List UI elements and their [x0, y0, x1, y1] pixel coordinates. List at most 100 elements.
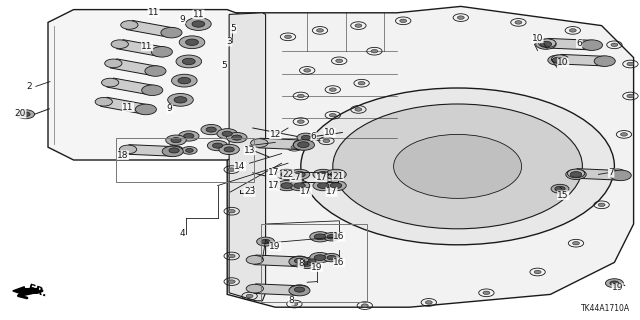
Circle shape	[298, 260, 316, 268]
Circle shape	[317, 183, 329, 188]
Circle shape	[228, 254, 235, 258]
Circle shape	[261, 239, 270, 244]
Circle shape	[598, 203, 605, 206]
Circle shape	[171, 138, 181, 143]
Circle shape	[162, 146, 183, 157]
Circle shape	[570, 29, 576, 32]
Circle shape	[228, 280, 235, 283]
Text: 19: 19	[311, 263, 323, 272]
Circle shape	[179, 131, 199, 141]
Circle shape	[186, 39, 198, 45]
Text: 14: 14	[234, 162, 246, 171]
Circle shape	[294, 287, 305, 292]
Circle shape	[121, 21, 138, 29]
Circle shape	[611, 43, 618, 46]
Circle shape	[276, 169, 297, 180]
Text: 10: 10	[324, 128, 335, 137]
Circle shape	[192, 21, 205, 27]
Circle shape	[21, 112, 30, 116]
Text: 7: 7	[609, 168, 614, 177]
Text: 2: 2	[26, 82, 31, 91]
Polygon shape	[107, 78, 156, 95]
Polygon shape	[116, 40, 165, 56]
Text: 4: 4	[180, 229, 185, 238]
Circle shape	[291, 302, 298, 306]
Circle shape	[627, 62, 634, 66]
Circle shape	[313, 169, 333, 180]
Circle shape	[135, 104, 156, 115]
Polygon shape	[127, 145, 173, 156]
Circle shape	[228, 168, 235, 171]
Circle shape	[290, 285, 309, 294]
Circle shape	[614, 171, 621, 174]
Polygon shape	[126, 20, 175, 37]
Circle shape	[290, 256, 309, 266]
Circle shape	[251, 139, 268, 147]
Circle shape	[227, 132, 247, 143]
Circle shape	[294, 258, 305, 263]
Circle shape	[426, 301, 432, 304]
Text: 17: 17	[326, 188, 337, 196]
Circle shape	[291, 146, 298, 149]
Text: 11: 11	[148, 8, 159, 17]
Circle shape	[174, 97, 187, 103]
Circle shape	[326, 169, 346, 180]
Circle shape	[178, 77, 191, 84]
Circle shape	[539, 39, 556, 47]
Circle shape	[566, 169, 586, 180]
Circle shape	[298, 120, 304, 123]
Circle shape	[164, 146, 184, 155]
Circle shape	[206, 127, 216, 132]
Circle shape	[400, 19, 406, 22]
Circle shape	[289, 169, 310, 180]
Circle shape	[217, 129, 237, 139]
Circle shape	[355, 24, 362, 27]
Circle shape	[371, 50, 378, 53]
Circle shape	[394, 134, 522, 198]
Text: 10: 10	[557, 58, 569, 67]
Circle shape	[323, 253, 340, 262]
Text: 16: 16	[333, 258, 345, 267]
Circle shape	[610, 281, 619, 285]
Text: 23: 23	[244, 188, 255, 196]
Circle shape	[551, 184, 569, 193]
Circle shape	[166, 135, 186, 145]
Circle shape	[201, 124, 221, 135]
Circle shape	[327, 235, 336, 239]
Circle shape	[314, 255, 326, 260]
Circle shape	[289, 285, 310, 296]
Polygon shape	[100, 97, 149, 114]
Circle shape	[570, 172, 582, 177]
Circle shape	[168, 93, 193, 106]
Text: 11: 11	[122, 103, 134, 112]
Circle shape	[294, 183, 305, 188]
Circle shape	[120, 145, 137, 154]
Text: 17: 17	[316, 173, 327, 182]
Circle shape	[323, 233, 340, 241]
Circle shape	[333, 104, 582, 229]
Circle shape	[301, 88, 614, 245]
Circle shape	[304, 69, 310, 72]
Circle shape	[310, 232, 330, 242]
Circle shape	[330, 172, 342, 177]
Circle shape	[228, 210, 235, 213]
Circle shape	[515, 21, 522, 24]
Text: 8: 8	[298, 260, 303, 268]
Circle shape	[303, 262, 312, 266]
Circle shape	[552, 55, 569, 63]
Circle shape	[179, 36, 205, 49]
Text: 16: 16	[333, 232, 345, 241]
Circle shape	[355, 108, 362, 111]
Text: 11: 11	[193, 10, 204, 19]
Circle shape	[294, 172, 305, 177]
Circle shape	[246, 284, 264, 293]
Text: 9: 9	[167, 104, 172, 113]
Text: 10: 10	[532, 34, 543, 43]
Circle shape	[285, 35, 291, 38]
Circle shape	[305, 257, 320, 265]
Circle shape	[317, 29, 323, 32]
Text: 12: 12	[269, 130, 281, 139]
Text: 20: 20	[15, 109, 26, 118]
Circle shape	[182, 147, 197, 154]
Polygon shape	[575, 169, 621, 180]
